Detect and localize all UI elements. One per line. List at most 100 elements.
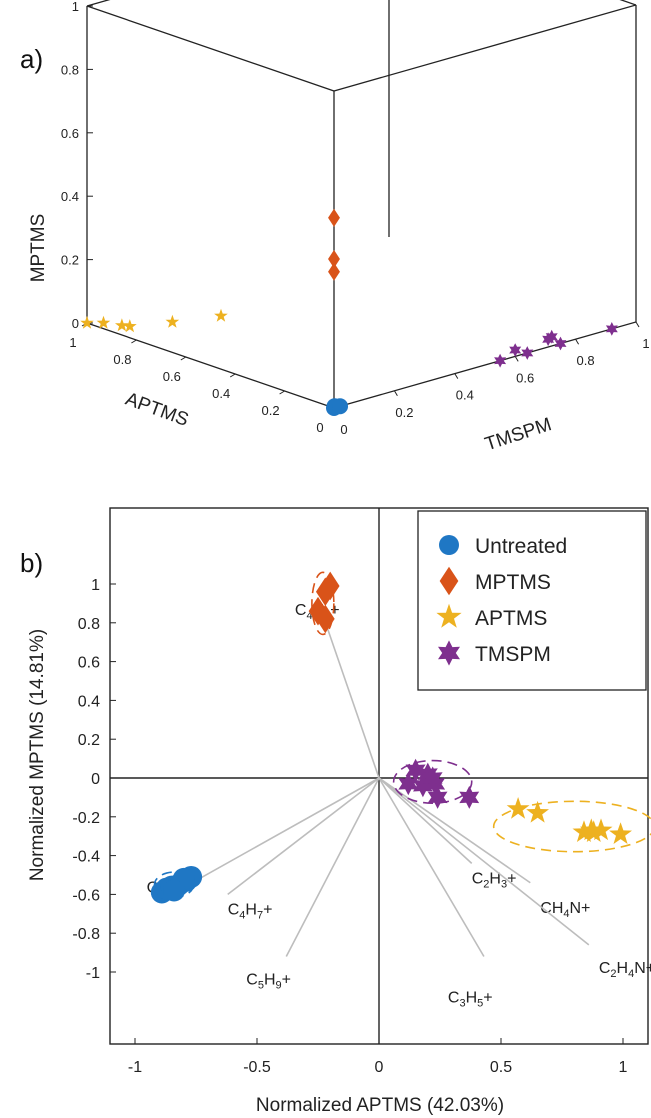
x-axis-title: Normalized APTMS (42.03%) bbox=[256, 1095, 504, 1116]
y-tick-label: 0.6 bbox=[516, 370, 534, 385]
y-axis-title: TMSPM bbox=[482, 414, 554, 455]
x-tick-label: 0 bbox=[375, 1059, 384, 1076]
y-tick-label: -0.2 bbox=[72, 810, 100, 827]
point-tmspm bbox=[459, 785, 480, 809]
loading-vector bbox=[322, 614, 380, 779]
legend-label: Untreated bbox=[475, 535, 567, 558]
z-tick-label: 0.2 bbox=[61, 253, 79, 268]
z-tick-label: 0.4 bbox=[61, 189, 79, 204]
point-tmspm bbox=[545, 329, 558, 344]
point-aptms bbox=[609, 822, 632, 844]
legend-marker-mptms bbox=[439, 566, 459, 596]
y-tick-label: -0.4 bbox=[72, 849, 100, 866]
y-tick-label: 0.8 bbox=[78, 616, 100, 633]
x-tick bbox=[180, 356, 187, 361]
point-untreated bbox=[332, 398, 349, 415]
tmspm-axis-line bbox=[333, 321, 637, 409]
point-untreated bbox=[163, 879, 186, 902]
confidence-ellipse bbox=[492, 800, 651, 853]
x-tick-label: 1 bbox=[69, 335, 76, 350]
point-tmspm bbox=[521, 346, 534, 360]
point-mptms bbox=[315, 577, 335, 607]
y-tick-label: 0.2 bbox=[78, 732, 100, 749]
loading-vector bbox=[285, 777, 380, 957]
x-tick-label: 0.2 bbox=[262, 403, 280, 418]
confidence-ellipse bbox=[311, 571, 335, 636]
z-tick-label: 0.8 bbox=[61, 62, 79, 77]
point-mptms bbox=[315, 604, 335, 634]
point-tmspm bbox=[554, 336, 567, 351]
point-tmspm bbox=[398, 772, 419, 796]
loading-label: C2H4N+ bbox=[599, 960, 651, 980]
point-mptms bbox=[328, 262, 340, 281]
y-tick-label: 0.8 bbox=[577, 353, 595, 368]
y-tick bbox=[454, 373, 459, 379]
point-tmspm bbox=[605, 322, 618, 336]
y-axis-title: Normalized MPTMS (14.81%) bbox=[27, 629, 48, 881]
apTMS-axis-line bbox=[86, 322, 335, 409]
x-tick-label: 0.4 bbox=[212, 386, 230, 401]
point-aptms bbox=[80, 315, 94, 329]
y-tick bbox=[514, 356, 519, 362]
z-tick-label: 0.6 bbox=[61, 126, 79, 141]
panel-a-3d-scatter: 0 0.2 0.4 0.6 0.8 1 0 0.2 0.4 0.6 0.8 1 0 0.2 0.4 0.6 0.… bbox=[28, 0, 650, 455]
point-tmspm bbox=[494, 353, 507, 368]
box-top-edge bbox=[86, 5, 335, 92]
z-tick-label: 1 bbox=[72, 0, 79, 14]
x-tick-label: 1 bbox=[619, 1059, 628, 1076]
x-tick bbox=[131, 339, 137, 344]
loading-vector bbox=[227, 777, 380, 896]
point-aptms bbox=[582, 820, 606, 842]
legend-label: TMSPM bbox=[475, 643, 551, 666]
panel-a-label: a) bbox=[20, 44, 43, 74]
y-tick-label: 0 bbox=[91, 771, 100, 788]
y-tick-label: -1 bbox=[86, 965, 100, 982]
loading-label: C4H7+ bbox=[228, 901, 273, 921]
point-aptms bbox=[115, 318, 129, 332]
z-axis-title: MPTMS bbox=[28, 214, 49, 283]
point-tmspm bbox=[413, 774, 433, 798]
point-aptms bbox=[214, 308, 228, 322]
panel-b-biplot: -1 -0.5 0 0.5 1 1 0.8 0.6 0.4 0.2 0 -0.2 -0.4 -0.6 -0.… bbox=[72, 507, 651, 1076]
z-tick-label: 0 bbox=[72, 316, 79, 331]
y-tick-label: -0.6 bbox=[72, 887, 100, 904]
point-tmspm bbox=[405, 758, 426, 782]
legend-label: MPTMS bbox=[475, 571, 551, 594]
box-top-edge bbox=[86, 0, 111, 7]
legend-marker-untreated bbox=[439, 535, 459, 555]
box-top-edge bbox=[333, 4, 637, 92]
x-tick-label: 0.6 bbox=[163, 369, 181, 384]
x-tick bbox=[229, 373, 236, 378]
point-aptms bbox=[589, 818, 613, 841]
loading-vector bbox=[378, 777, 531, 884]
point-aptms bbox=[572, 820, 596, 842]
x-tick-label: -0.5 bbox=[243, 1059, 271, 1076]
panel-b-label: b) bbox=[20, 548, 43, 578]
y-tick-label: 0.6 bbox=[78, 655, 100, 672]
loading-vector bbox=[378, 777, 485, 957]
loading-label: C2H3+ bbox=[472, 870, 517, 890]
point-tmspm bbox=[509, 343, 522, 357]
point-aptms bbox=[123, 319, 137, 333]
y-tick-label: 0.2 bbox=[395, 405, 413, 420]
loading-label: CH4N+ bbox=[540, 900, 590, 920]
point-aptms bbox=[526, 800, 549, 823]
x-tick-label: 0.5 bbox=[490, 1059, 512, 1076]
point-aptms bbox=[165, 314, 180, 328]
y-tick-label: 1 bbox=[91, 577, 100, 594]
legend: Untreated MPTMS APTMS TMSPM bbox=[417, 510, 647, 691]
loading-label: C5H9+ bbox=[246, 971, 291, 991]
loading-vector bbox=[378, 777, 590, 946]
x-tick-label: 0.8 bbox=[113, 352, 131, 367]
x-axis-title: APTMS bbox=[123, 389, 192, 431]
legend-marker-aptms bbox=[436, 603, 462, 628]
point-aptms bbox=[96, 315, 111, 329]
loading-label: C3H5+ bbox=[448, 989, 493, 1009]
point-mptms bbox=[328, 208, 340, 227]
point-tmspm bbox=[427, 785, 448, 809]
point-tmspm bbox=[422, 766, 443, 790]
point-mptms bbox=[328, 249, 340, 269]
loading-vector bbox=[188, 777, 380, 886]
y-tick bbox=[575, 338, 580, 345]
